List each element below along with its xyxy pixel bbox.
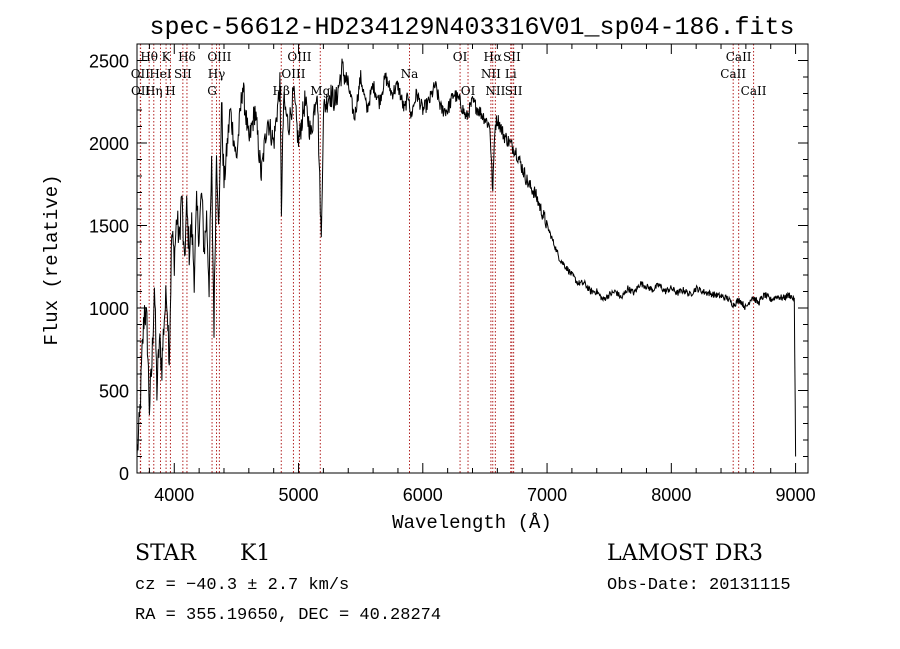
line-marker-label: CaII bbox=[720, 67, 746, 81]
line-marker-label: SII bbox=[505, 84, 523, 98]
line-marker-label: SII bbox=[174, 67, 192, 81]
line-marker-label: OIII bbox=[207, 50, 231, 64]
line-marker-label: Hβ bbox=[273, 84, 290, 98]
line-marker-label: Hη bbox=[145, 84, 163, 98]
x-axis: 4000 5000 6000 7000 8000 9000 bbox=[148, 44, 816, 505]
object-class: STAR bbox=[135, 541, 197, 566]
line-marker-label: Hα bbox=[483, 50, 502, 64]
x-tick-label: 4000 bbox=[154, 485, 194, 505]
line-marker-label: CaII bbox=[741, 84, 767, 98]
coordinates: RA = 355.19650, DEC = 40.28274 bbox=[135, 606, 441, 625]
line-marker-label: K bbox=[162, 50, 172, 64]
line-marker-label: OI bbox=[461, 84, 476, 98]
y-tick-label: 1500 bbox=[89, 217, 129, 237]
line-marker-label: G bbox=[207, 84, 217, 98]
line-marker-label: Hδ bbox=[178, 50, 196, 64]
survey-name: LAMOST DR3 bbox=[607, 541, 763, 566]
line-marker-label: Hγ bbox=[208, 67, 226, 81]
emission-line-markers bbox=[139, 44, 755, 473]
y-axis: 0 500 1000 1500 2000 2500 bbox=[89, 52, 808, 484]
chart-title: spec-56612-HD234129N403316V01_sp04-186.f… bbox=[149, 13, 794, 42]
line-marker-label: SII bbox=[503, 50, 521, 64]
line-marker-label: H bbox=[165, 84, 175, 98]
line-marker-label: NII bbox=[485, 84, 505, 98]
line-marker-label: OII bbox=[131, 67, 151, 81]
plot-frame bbox=[136, 43, 809, 474]
x-tick-label: 6000 bbox=[403, 485, 443, 505]
line-marker-label: Li bbox=[505, 67, 517, 81]
line-marker-label: NII bbox=[481, 67, 501, 81]
line-marker-label: Mg bbox=[310, 84, 330, 98]
y-tick-label: 0 bbox=[119, 464, 129, 484]
x-tick-label: 9000 bbox=[776, 485, 816, 505]
line-marker-label: Na bbox=[401, 67, 419, 81]
line-marker-label: Hθ bbox=[140, 50, 158, 64]
y-tick-label: 500 bbox=[99, 382, 129, 402]
line-marker-label: OI bbox=[453, 50, 468, 64]
x-tick-label: 7000 bbox=[527, 485, 567, 505]
y-tick-label: 1000 bbox=[89, 299, 129, 319]
line-marker-label: CaII bbox=[726, 50, 752, 64]
observation-date: Obs-Date: 20131115 bbox=[607, 576, 791, 595]
spectrum-series-line bbox=[136, 58, 797, 457]
y-tick-label: 2000 bbox=[89, 134, 129, 154]
x-axis-label: Wavelength (Å) bbox=[392, 512, 552, 534]
line-marker-label: HeI bbox=[149, 67, 172, 81]
x-tick-label: 8000 bbox=[651, 485, 691, 505]
line-marker-label: OIII bbox=[281, 67, 305, 81]
line-marker-label: OIII bbox=[287, 50, 311, 64]
y-axis-label: Flux (relative) bbox=[41, 174, 63, 345]
spectral-subclass: K1 bbox=[240, 541, 270, 566]
x-tick-label: 5000 bbox=[279, 485, 319, 505]
redshift-cz: cz = −40.3 ± 2.7 km/s bbox=[135, 576, 349, 595]
y-tick-label: 2500 bbox=[89, 52, 129, 72]
line-marker-label: OII bbox=[131, 84, 151, 98]
